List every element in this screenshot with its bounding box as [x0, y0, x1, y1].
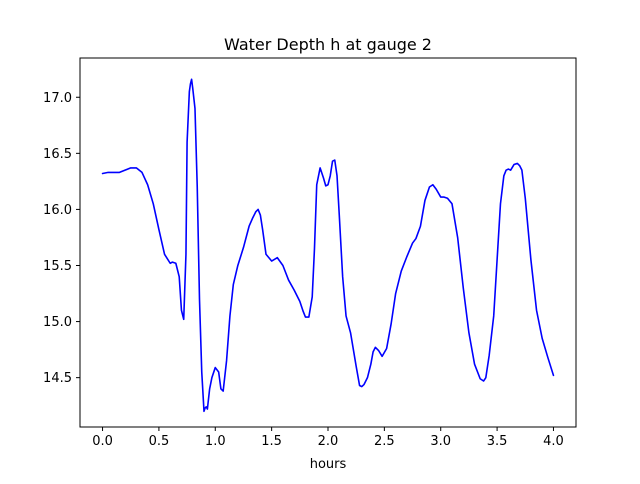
x-axis: 0.0 0.5 1.0 1.5 2.0 2.5 3.0 3.5 4.0 — [92, 427, 564, 449]
y-tick-label: 15.0 — [43, 315, 72, 330]
y-tick-label: 16.0 — [43, 203, 72, 218]
y-tick-label: 14.5 — [43, 371, 72, 386]
x-tick-label: 1.0 — [205, 434, 226, 449]
x-tick-label: 2.0 — [318, 434, 339, 449]
x-tick-label: 2.5 — [374, 434, 395, 449]
chart-title: Water Depth h at gauge 2 — [224, 35, 432, 54]
series-layer — [101, 78, 555, 413]
y-tick-label: 15.5 — [43, 259, 72, 274]
x-tick-label: 3.0 — [430, 434, 451, 449]
x-tick-label: 3.5 — [487, 434, 508, 449]
y-tick-label: 17.0 — [43, 91, 72, 106]
x-tick-label: 0.0 — [92, 434, 113, 449]
x-tick-label: 4.0 — [543, 434, 564, 449]
series-line-0 — [101, 78, 555, 413]
y-tick-label: 16.5 — [43, 147, 72, 162]
x-axis-label: hours — [310, 457, 347, 472]
x-tick-label: 0.5 — [149, 434, 170, 449]
x-tick-label: 1.5 — [261, 434, 282, 449]
y-axis: 14.5 15.0 15.5 16.0 16.5 17.0 — [43, 91, 80, 386]
